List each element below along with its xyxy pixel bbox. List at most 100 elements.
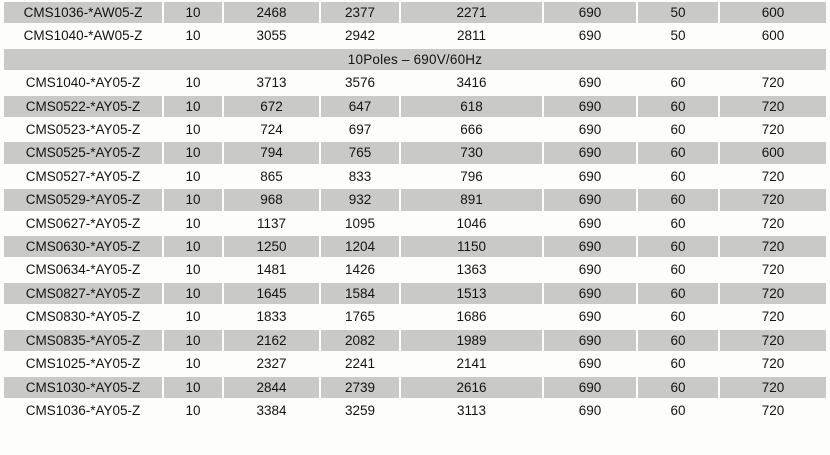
table-row: CMS0527-*AY05-Z 10 865 833 796 690 60 720 (4, 166, 826, 187)
table-row: CMS0835-*AY05-Z 10 2162 2082 1989 690 60 720 (4, 329, 826, 352)
model-cell: CMS0525-*AY05-Z (4, 142, 162, 164)
value-cell: 720 (761, 309, 785, 325)
value-cell: 932 (321, 189, 399, 211)
value-cell: 2942 (344, 28, 376, 44)
value-cell: 2162 (224, 329, 319, 352)
value-cell: 10 (164, 236, 222, 258)
value-cell: 794 (224, 142, 319, 164)
value-cell: 1989 (401, 329, 542, 352)
section-header-cell: 10Poles – 690V/60Hz (4, 48, 826, 71)
value-cell: 600 (720, 142, 826, 164)
value-cell: 10 (185, 402, 201, 418)
value-cell: 60 (670, 262, 686, 278)
value-cell: 1513 (401, 282, 542, 305)
value-cell: 697 (348, 122, 372, 138)
value-cell: 672 (224, 95, 319, 118)
value-cell: 2844 (224, 376, 319, 398)
value-cell: 3113 (456, 402, 487, 418)
model-cell: CMS0827-*AY05-Z (4, 282, 162, 305)
value-cell: 720 (761, 262, 785, 278)
value-cell: 833 (348, 168, 372, 184)
value-cell: 3259 (344, 402, 376, 418)
value-cell: 50 (670, 28, 686, 44)
value-cell: 2141 (456, 356, 487, 372)
value-cell: 10 (164, 95, 222, 118)
value-cell: 2377 (321, 2, 399, 24)
table-row: CMS0522-*AY05-Z 10 672 647 618 690 60 720 (4, 95, 826, 118)
model-cell: CMS0630-*AY05-Z (4, 236, 162, 258)
value-cell: 1584 (321, 282, 399, 305)
value-cell: 720 (720, 282, 826, 305)
model-cell: CMS1040-*AW05-Z (23, 28, 143, 44)
value-cell: 3416 (456, 75, 487, 91)
value-cell: 1137 (256, 215, 287, 231)
model-cell: CMS1036-*AY05-Z (25, 402, 141, 418)
value-cell: 2739 (321, 376, 399, 398)
value-cell: 720 (720, 189, 826, 211)
value-cell: 730 (401, 142, 542, 164)
value-cell: 60 (638, 189, 718, 211)
model-cell: CMS0830-*AY05-Z (25, 309, 141, 325)
value-cell: 10 (164, 142, 222, 164)
value-cell: 720 (720, 376, 826, 398)
value-cell: 690 (544, 189, 636, 211)
value-cell: 891 (401, 189, 542, 211)
value-cell: 10 (164, 376, 222, 398)
value-cell: 60 (638, 142, 718, 164)
value-cell: 10 (185, 309, 201, 325)
table-row: CMS0827-*AY05-Z 10 1645 1584 1513 690 60 720 (4, 282, 826, 305)
value-cell: 60 (638, 282, 718, 305)
value-cell: 1363 (456, 262, 487, 278)
table-row: CMS0830-*AY05-Z 10 1833 1765 1686 690 60 720 (4, 306, 826, 327)
value-cell: 690 (578, 262, 602, 278)
value-cell: 2241 (344, 356, 376, 372)
value-cell: 690 (544, 142, 636, 164)
value-cell: 720 (761, 356, 785, 372)
value-cell: 724 (260, 122, 283, 138)
value-cell: 600 (761, 28, 785, 44)
model-cell: CMS0527-*AY05-Z (25, 168, 141, 184)
value-cell: 3384 (256, 402, 287, 418)
value-cell: 60 (670, 402, 686, 418)
value-cell: 1686 (456, 309, 487, 325)
motor-spec-table: CMS1036-*AW05-Z 10 2468 2377 2271 690 50 600 CMS… (2, 0, 828, 423)
value-cell: 1095 (344, 215, 376, 231)
value-cell: 60 (670, 309, 686, 325)
value-cell: 10 (185, 215, 201, 231)
value-cell: 1046 (456, 215, 487, 231)
model-cell: CMS1040-*AY05-Z (25, 75, 141, 91)
value-cell: 2271 (401, 2, 542, 24)
model-cell: CMS1030-*AY05-Z (4, 376, 162, 398)
value-cell: 60 (670, 215, 686, 231)
value-cell: 690 (544, 376, 636, 398)
value-cell: 60 (670, 75, 686, 91)
model-cell: CMS1036-*AW05-Z (4, 2, 162, 24)
value-cell: 60 (638, 95, 718, 118)
value-cell: 10 (185, 262, 201, 278)
value-cell: 720 (761, 122, 785, 138)
value-cell: 1833 (256, 309, 287, 325)
value-cell: 10 (185, 122, 201, 138)
value-cell: 10 (185, 28, 201, 44)
model-cell: CMS0522-*AY05-Z (4, 95, 162, 118)
value-cell: 1426 (344, 262, 376, 278)
model-cell: CMS0835-*AY05-Z (4, 329, 162, 352)
model-cell: CMS0529-*AY05-Z (4, 189, 162, 211)
value-cell: 690 (578, 356, 602, 372)
value-cell: 3576 (344, 75, 376, 91)
model-cell: CMS1025-*AY05-Z (25, 356, 141, 372)
value-cell: 10 (185, 75, 201, 91)
value-cell: 765 (321, 142, 399, 164)
value-cell: 1645 (224, 282, 319, 305)
value-cell: 60 (670, 122, 686, 138)
table-row: CMS1040-*AW05-Z 10 3055 2942 2811 690 50 600 (4, 25, 826, 46)
value-cell: 3713 (256, 75, 287, 91)
value-cell: 720 (720, 329, 826, 352)
value-cell: 1481 (256, 262, 287, 278)
model-cell: CMS0627-*AY05-Z (25, 215, 141, 231)
value-cell: 720 (761, 75, 785, 91)
value-cell: 1204 (321, 236, 399, 258)
value-cell: 720 (761, 215, 785, 231)
value-cell: 60 (670, 356, 686, 372)
value-cell: 690 (578, 122, 602, 138)
